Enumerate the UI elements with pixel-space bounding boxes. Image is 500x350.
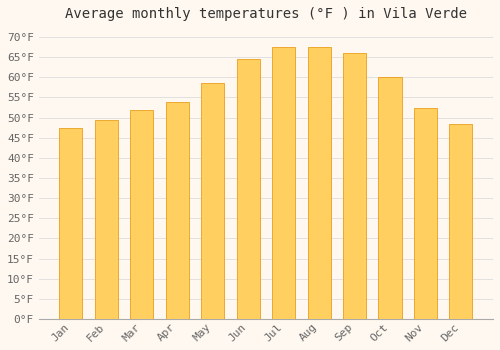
Bar	[414, 107, 437, 319]
Bar	[272, 47, 295, 319]
Bar	[343, 53, 366, 319]
Bar	[308, 47, 330, 319]
Bar	[130, 110, 154, 319]
Bar	[450, 124, 472, 319]
Bar	[201, 83, 224, 319]
Bar	[166, 102, 189, 319]
Bar	[236, 59, 260, 319]
Bar	[60, 128, 82, 319]
Bar	[378, 77, 402, 319]
Bar	[95, 120, 118, 319]
Title: Average monthly temperatures (°F ) in Vila Verde: Average monthly temperatures (°F ) in Vi…	[65, 7, 467, 21]
